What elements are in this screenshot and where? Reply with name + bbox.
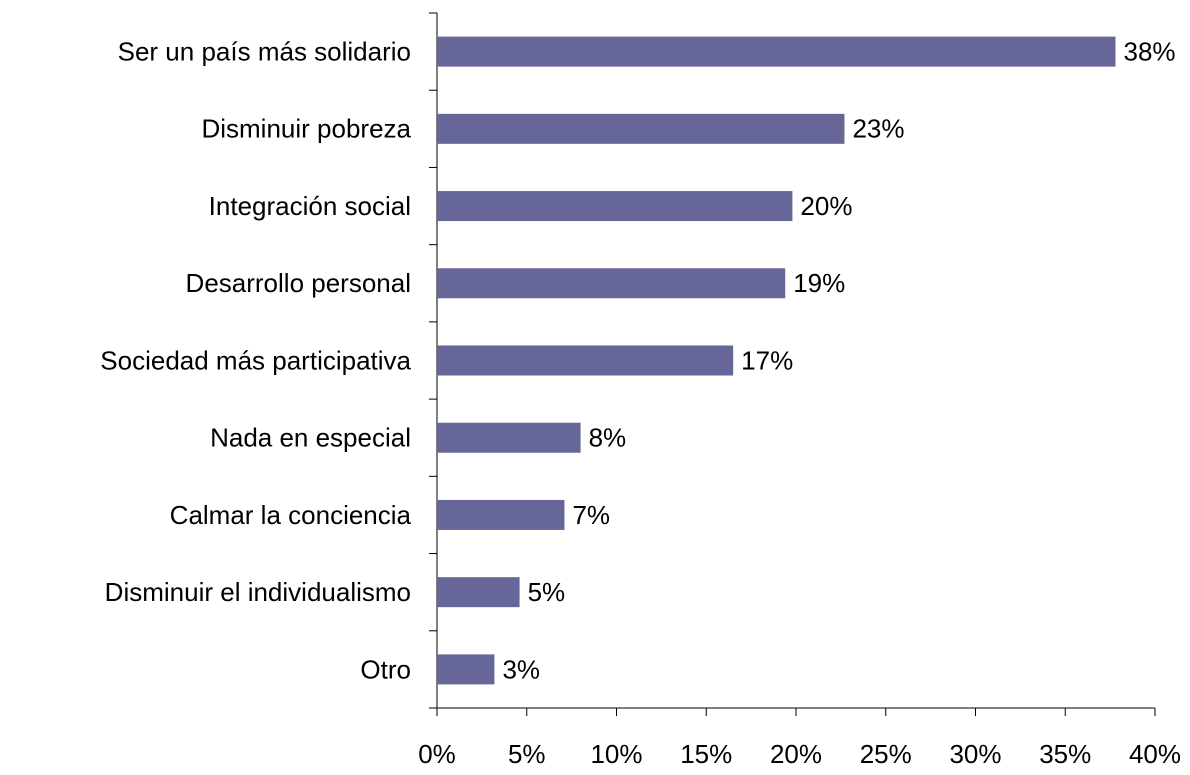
category-label: Integración social xyxy=(209,191,411,221)
value-label: 23% xyxy=(852,114,904,144)
value-label: 38% xyxy=(1124,36,1176,66)
value-label: 20% xyxy=(800,191,852,221)
bar xyxy=(437,654,495,685)
bar xyxy=(437,191,793,222)
x-tick-label: 20% xyxy=(770,739,822,769)
x-tick-label: 30% xyxy=(949,739,1001,769)
value-label: 5% xyxy=(528,577,566,607)
category-label: Disminuir pobreza xyxy=(201,114,411,144)
bar xyxy=(437,422,581,453)
x-tick-label: 0% xyxy=(418,739,456,769)
category-label: Disminuir el individualismo xyxy=(105,577,411,607)
x-tick-label: 15% xyxy=(680,739,732,769)
value-label: 8% xyxy=(589,423,627,453)
x-tick-label: 35% xyxy=(1039,739,1091,769)
category-label: Otro xyxy=(360,654,411,684)
value-label: 3% xyxy=(502,654,540,684)
bar xyxy=(437,113,845,144)
category-label: Desarrollo personal xyxy=(186,268,411,298)
category-label: Nada en especial xyxy=(210,423,411,453)
x-tick-label: 40% xyxy=(1129,739,1181,769)
value-label: 7% xyxy=(572,500,610,530)
x-tick-label: 10% xyxy=(590,739,642,769)
bar xyxy=(437,577,520,608)
x-tick-label: 5% xyxy=(508,739,546,769)
bar xyxy=(437,268,786,299)
value-label: 19% xyxy=(793,268,845,298)
category-label: Sociedad más participativa xyxy=(100,345,411,375)
bar xyxy=(437,36,1116,67)
x-tick-label: 25% xyxy=(860,739,912,769)
value-label: 17% xyxy=(741,345,793,375)
category-label: Ser un país más solidario xyxy=(118,36,411,66)
category-label: Calmar la conciencia xyxy=(170,500,412,530)
bar xyxy=(437,345,734,376)
bar xyxy=(437,499,565,530)
